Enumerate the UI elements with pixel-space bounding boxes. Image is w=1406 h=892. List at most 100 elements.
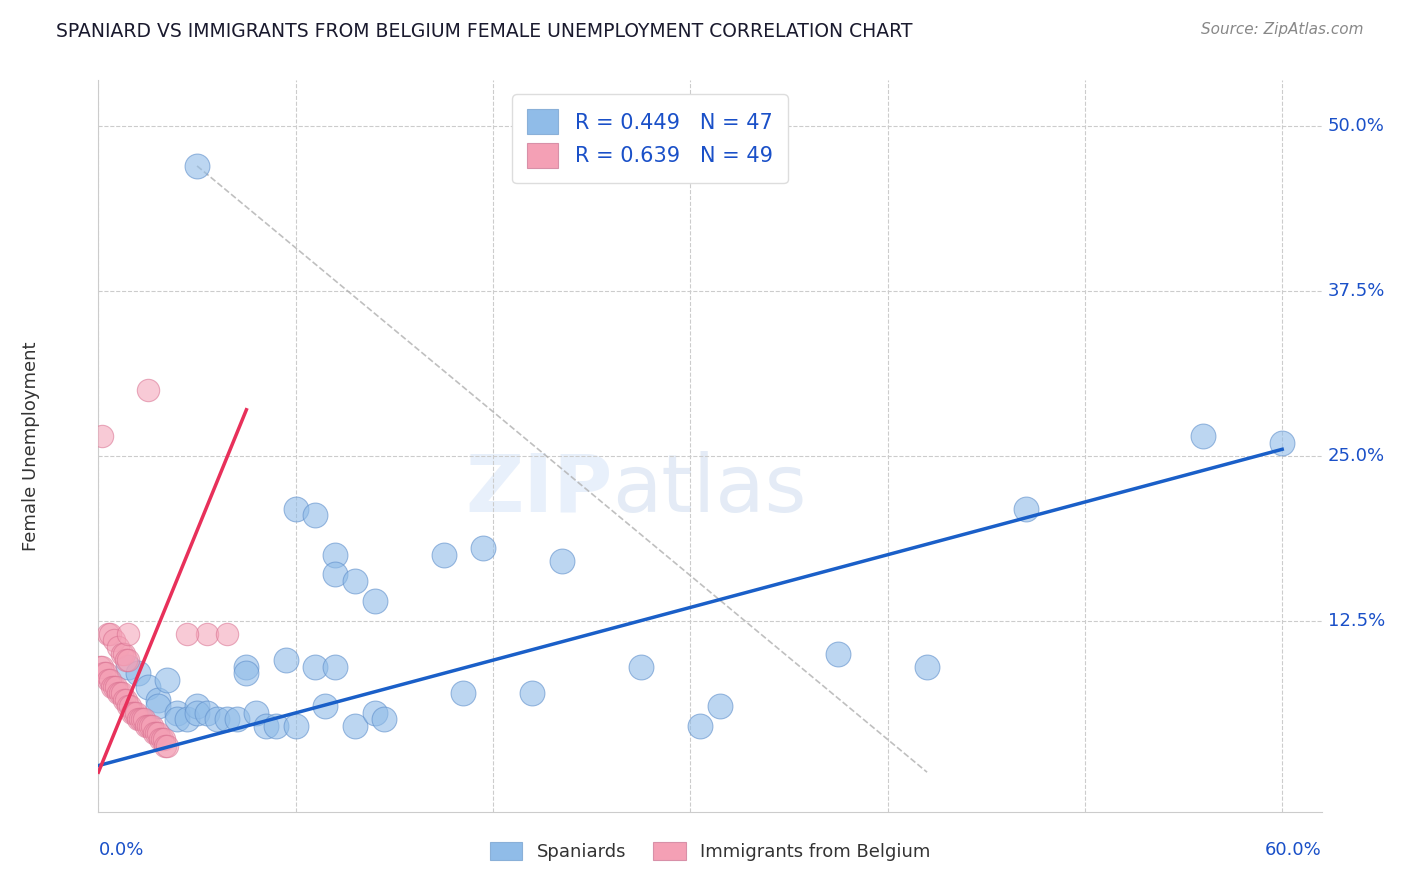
- Point: [314, 699, 336, 714]
- Point: [215, 627, 238, 641]
- Point: [117, 627, 139, 641]
- Point: [105, 680, 128, 694]
- Point: [343, 574, 366, 588]
- Point: [323, 548, 346, 562]
- Point: [93, 666, 115, 681]
- Point: [141, 719, 163, 733]
- Point: [98, 627, 121, 641]
- Point: [103, 680, 125, 694]
- Point: [630, 659, 652, 673]
- Point: [323, 659, 346, 673]
- Point: [89, 659, 111, 673]
- Point: [135, 719, 157, 733]
- Text: 0.0%: 0.0%: [98, 841, 143, 859]
- Point: [108, 686, 131, 700]
- Point: [254, 719, 277, 733]
- Point: [127, 713, 149, 727]
- Point: [128, 713, 150, 727]
- Point: [155, 739, 177, 753]
- Point: [117, 653, 139, 667]
- Point: [195, 706, 218, 720]
- Point: [136, 680, 159, 694]
- Point: [156, 673, 179, 687]
- Text: 12.5%: 12.5%: [1327, 612, 1385, 630]
- Point: [111, 647, 134, 661]
- Point: [115, 692, 138, 706]
- Point: [433, 548, 456, 562]
- Text: 37.5%: 37.5%: [1327, 282, 1385, 300]
- Point: [284, 719, 307, 733]
- Text: Female Unemployment: Female Unemployment: [22, 342, 41, 550]
- Point: [149, 732, 172, 747]
- Point: [146, 725, 169, 739]
- Point: [1192, 429, 1215, 443]
- Legend: Spaniards, Immigrants from Belgium: Spaniards, Immigrants from Belgium: [482, 835, 938, 869]
- Point: [215, 713, 238, 727]
- Point: [125, 706, 148, 720]
- Point: [98, 673, 121, 687]
- Point: [176, 713, 198, 727]
- Point: [363, 594, 385, 608]
- Point: [709, 699, 731, 714]
- Point: [304, 659, 326, 673]
- Point: [205, 713, 228, 727]
- Point: [186, 706, 208, 720]
- Text: 50.0%: 50.0%: [1327, 118, 1385, 136]
- Point: [145, 725, 167, 739]
- Point: [915, 659, 938, 673]
- Point: [453, 686, 475, 700]
- Point: [689, 719, 711, 733]
- Text: SPANIARD VS IMMIGRANTS FROM BELGIUM FEMALE UNEMPLOYMENT CORRELATION CHART: SPANIARD VS IMMIGRANTS FROM BELGIUM FEMA…: [56, 22, 912, 41]
- Point: [112, 647, 135, 661]
- Point: [166, 706, 188, 720]
- Point: [264, 719, 287, 733]
- Point: [136, 719, 159, 733]
- Point: [225, 713, 247, 727]
- Point: [131, 713, 153, 727]
- Point: [343, 719, 366, 733]
- Point: [97, 627, 120, 641]
- Text: 60.0%: 60.0%: [1265, 841, 1322, 859]
- Point: [91, 429, 114, 443]
- Point: [156, 739, 179, 753]
- Point: [112, 692, 135, 706]
- Point: [827, 647, 849, 661]
- Point: [111, 686, 134, 700]
- Text: 25.0%: 25.0%: [1327, 447, 1385, 465]
- Point: [117, 699, 139, 714]
- Point: [127, 666, 149, 681]
- Point: [107, 640, 129, 654]
- Point: [107, 686, 129, 700]
- Point: [1271, 435, 1294, 450]
- Point: [323, 567, 346, 582]
- Point: [152, 732, 174, 747]
- Point: [176, 627, 198, 641]
- Point: [186, 159, 208, 173]
- Text: ZIP: ZIP: [465, 450, 612, 529]
- Point: [304, 508, 326, 523]
- Point: [117, 659, 139, 673]
- Point: [150, 732, 173, 747]
- Point: [103, 633, 125, 648]
- Point: [115, 653, 138, 667]
- Point: [195, 627, 218, 641]
- Point: [121, 706, 143, 720]
- Point: [522, 686, 544, 700]
- Point: [118, 699, 141, 714]
- Point: [91, 659, 114, 673]
- Point: [373, 713, 395, 727]
- Point: [136, 383, 159, 397]
- Point: [122, 706, 145, 720]
- Point: [132, 713, 155, 727]
- Point: [363, 706, 385, 720]
- Point: [235, 666, 257, 681]
- Point: [142, 725, 165, 739]
- Point: [138, 719, 160, 733]
- Point: [166, 713, 188, 727]
- Point: [96, 666, 118, 681]
- Point: [101, 680, 124, 694]
- Point: [186, 699, 208, 714]
- Point: [235, 659, 257, 673]
- Point: [146, 699, 169, 714]
- Point: [284, 501, 307, 516]
